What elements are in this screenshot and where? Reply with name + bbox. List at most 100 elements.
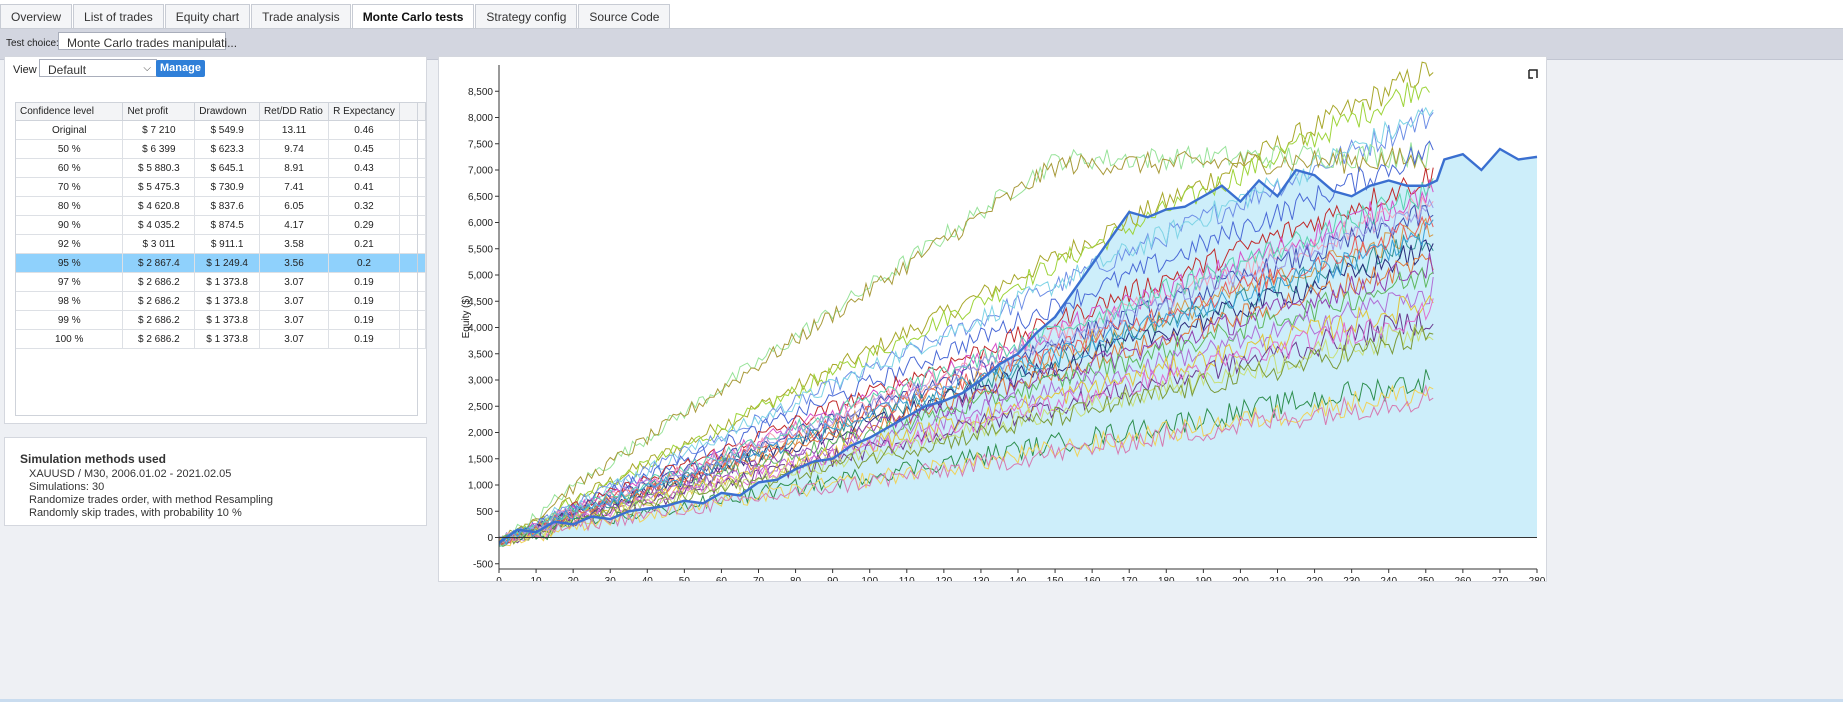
table-cell: 8.91 <box>258 158 330 178</box>
table-cell: 92 % <box>14 234 124 254</box>
table-cell: 0.19 <box>328 329 400 349</box>
x-tick-label: 200 <box>1232 576 1249 581</box>
table-cell: $ 623.3 <box>194 139 260 159</box>
x-tick-label: 50 <box>679 576 691 581</box>
column-header[interactable]: R Expectancy <box>328 102 400 121</box>
table-cell-spacer <box>398 158 427 178</box>
table-row[interactable]: 50 % $ 6 399 $ 623.3 9.74 0.45 <box>14 139 427 159</box>
view-label: View <box>13 64 37 76</box>
table-cell: $ 1 373.8 <box>194 291 260 311</box>
table-cell: $ 1 249.4 <box>194 253 260 273</box>
table-row[interactable]: 92 % $ 3 011 $ 911.1 3.58 0.21 <box>14 234 427 254</box>
table-cell: 13.11 <box>258 120 330 140</box>
table-cell: $ 7 210 <box>122 120 196 140</box>
table-cell: 0.45 <box>328 139 400 159</box>
table-row[interactable]: 97 % $ 2 686.2 $ 1 373.8 3.07 0.19 <box>14 272 427 292</box>
table-row[interactable]: 95 % $ 2 867.4 $ 1 249.4 3.56 0.2 <box>14 253 427 273</box>
column-header[interactable]: Confidence level <box>14 102 124 121</box>
table-cell-spacer <box>398 215 427 235</box>
table-cell: 0.46 <box>328 120 400 140</box>
table-cell: $ 2 686.2 <box>122 291 196 311</box>
x-tick-label: 10 <box>531 576 543 581</box>
tab-list-of-trades[interactable]: List of trades <box>73 4 164 29</box>
view-dropdown[interactable]: Default ⌵ <box>39 59 157 77</box>
x-tick-label: 160 <box>1084 576 1101 581</box>
table-cell: $ 4 035.2 <box>122 215 196 235</box>
table-cell: $ 874.5 <box>194 215 260 235</box>
simulation-line-26 <box>498 215 1434 546</box>
y-axis-label: Equity ($) <box>461 296 472 339</box>
manage-button[interactable]: Manage <box>156 60 205 77</box>
fullscreen-icon[interactable] <box>1528 69 1538 79</box>
table-row[interactable]: 100 % $ 2 686.2 $ 1 373.8 3.07 0.19 <box>14 329 427 349</box>
table-cell: 9.74 <box>258 139 330 159</box>
simulation-line-23 <box>498 369 1430 545</box>
table-row[interactable]: 60 % $ 5 880.3 $ 645.1 8.91 0.43 <box>14 158 427 178</box>
tab-strategy-config[interactable]: Strategy config <box>475 4 578 29</box>
simulation-panel: Simulation methods used XAUUSD / M30, 20… <box>4 437 427 526</box>
table-cell: $ 1 373.8 <box>194 310 260 330</box>
table-cell: Original <box>14 120 124 140</box>
simulation-line-6 <box>498 140 1434 547</box>
table-cell: 98 % <box>14 291 124 311</box>
y-tick-label: 8,000 <box>468 113 493 124</box>
table-cell: 6.05 <box>258 196 330 216</box>
simulation-line-12 <box>498 233 1434 548</box>
x-tick-label: 270 <box>1492 576 1509 581</box>
table-cell-spacer <box>398 272 427 292</box>
table-cell: 0.19 <box>328 291 400 311</box>
tab-equity-chart[interactable]: Equity chart <box>164 4 251 29</box>
table-cell-spacer <box>398 177 427 197</box>
column-header[interactable]: Drawdown <box>194 102 260 121</box>
y-tick-label: 7,000 <box>468 166 493 177</box>
view-value: Default <box>48 63 87 77</box>
table-cell: $ 5 475.3 <box>122 177 196 197</box>
simulation-line-21 <box>498 323 1434 548</box>
table-cell: 0.29 <box>328 215 400 235</box>
table-row[interactable]: 90 % $ 4 035.2 $ 874.5 4.17 0.29 <box>14 215 427 235</box>
column-header[interactable]: Ret/DD Ratio <box>258 102 330 121</box>
table-cell: 0.32 <box>328 196 400 216</box>
simulation-line-5 <box>498 145 1430 538</box>
test-choice-dropdown[interactable]: Monte Carlo trades manipulati... ⌵ <box>58 32 237 50</box>
x-tick-label: 100 <box>861 576 878 581</box>
tab-source-code[interactable]: Source Code <box>578 4 671 29</box>
table-cell: $ 911.1 <box>194 234 260 254</box>
x-tick-label: 90 <box>827 576 839 581</box>
table-cell: $ 3 011 <box>122 234 196 254</box>
column-header[interactable]: Net profit <box>122 102 196 121</box>
table-cell-spacer <box>398 310 427 330</box>
table-cell: 60 % <box>14 158 124 178</box>
x-tick-label: 80 <box>790 576 802 581</box>
x-tick-label: 230 <box>1343 576 1360 581</box>
x-tick-label: 280 <box>1529 576 1546 581</box>
table-row[interactable]: 70 % $ 5 475.3 $ 730.9 7.41 0.41 <box>14 177 427 197</box>
table-cell: $ 1 373.8 <box>194 272 260 292</box>
test-choice-label: Test choice: <box>6 38 59 49</box>
chevron-down-icon: ⌵ <box>212 36 220 47</box>
table-row[interactable]: 98 % $ 2 686.2 $ 1 373.8 3.07 0.19 <box>14 291 427 311</box>
table-row[interactable]: 80 % $ 4 620.8 $ 837.6 6.05 0.32 <box>14 196 427 216</box>
table-cell-spacer <box>398 196 427 216</box>
simulation-line-19 <box>498 310 1434 545</box>
x-tick-label: 110 <box>899 576 915 581</box>
equity-chart: -50005001,0001,5002,0002,5003,0003,5004,… <box>461 61 1546 581</box>
table-cell: 3.58 <box>258 234 330 254</box>
table-cell: 0.41 <box>328 177 400 197</box>
tab-trade-analysis[interactable]: Trade analysis <box>251 4 351 29</box>
table-cell: 3.07 <box>258 291 330 311</box>
chevron-down-icon: ⌵ <box>143 63 151 74</box>
simulation-line-15 <box>498 252 1434 545</box>
table-cell: $ 6 399 <box>122 139 196 159</box>
simulation-line-29 <box>498 219 1434 546</box>
simulation-line-24 <box>498 384 1434 547</box>
table-row[interactable]: 99 % $ 2 686.2 $ 1 373.8 3.07 0.19 <box>14 310 427 330</box>
table-cell: $ 730.9 <box>194 177 260 197</box>
table-row[interactable]: Original $ 7 210 $ 549.9 13.11 0.46 <box>14 120 427 140</box>
table-cell-spacer <box>398 234 427 254</box>
table-cell: 0.2 <box>328 253 400 273</box>
table-cell-spacer <box>398 329 427 349</box>
results-panel: View Default ⌵ Manage Confidence level Ne… <box>4 56 427 424</box>
tab-monte-carlo-tests[interactable]: Monte Carlo tests <box>351 4 475 30</box>
tab-overview[interactable]: Overview <box>0 4 73 29</box>
